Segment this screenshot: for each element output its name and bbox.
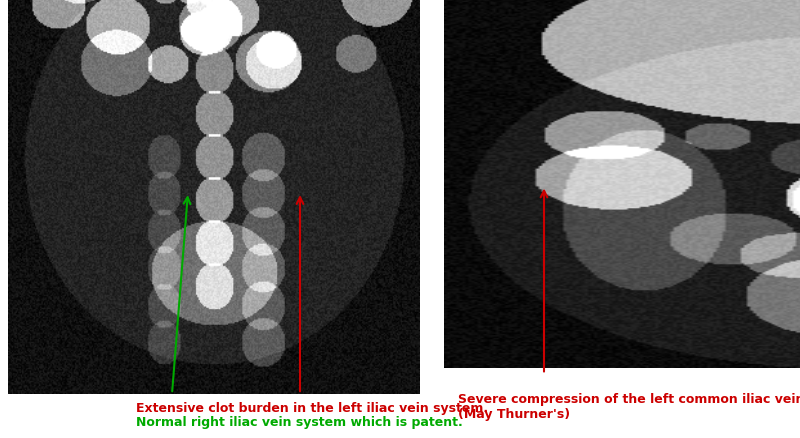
- Text: Normal right iliac vein system which is patent.: Normal right iliac vein system which is …: [136, 415, 462, 428]
- Text: Extensive clot burden in the left iliac vein system.: Extensive clot burden in the left iliac …: [136, 401, 488, 414]
- Text: Severe compression of the left common iliac vein origin: Severe compression of the left common il…: [458, 392, 800, 405]
- Text: (May Thurner's): (May Thurner's): [458, 407, 570, 420]
